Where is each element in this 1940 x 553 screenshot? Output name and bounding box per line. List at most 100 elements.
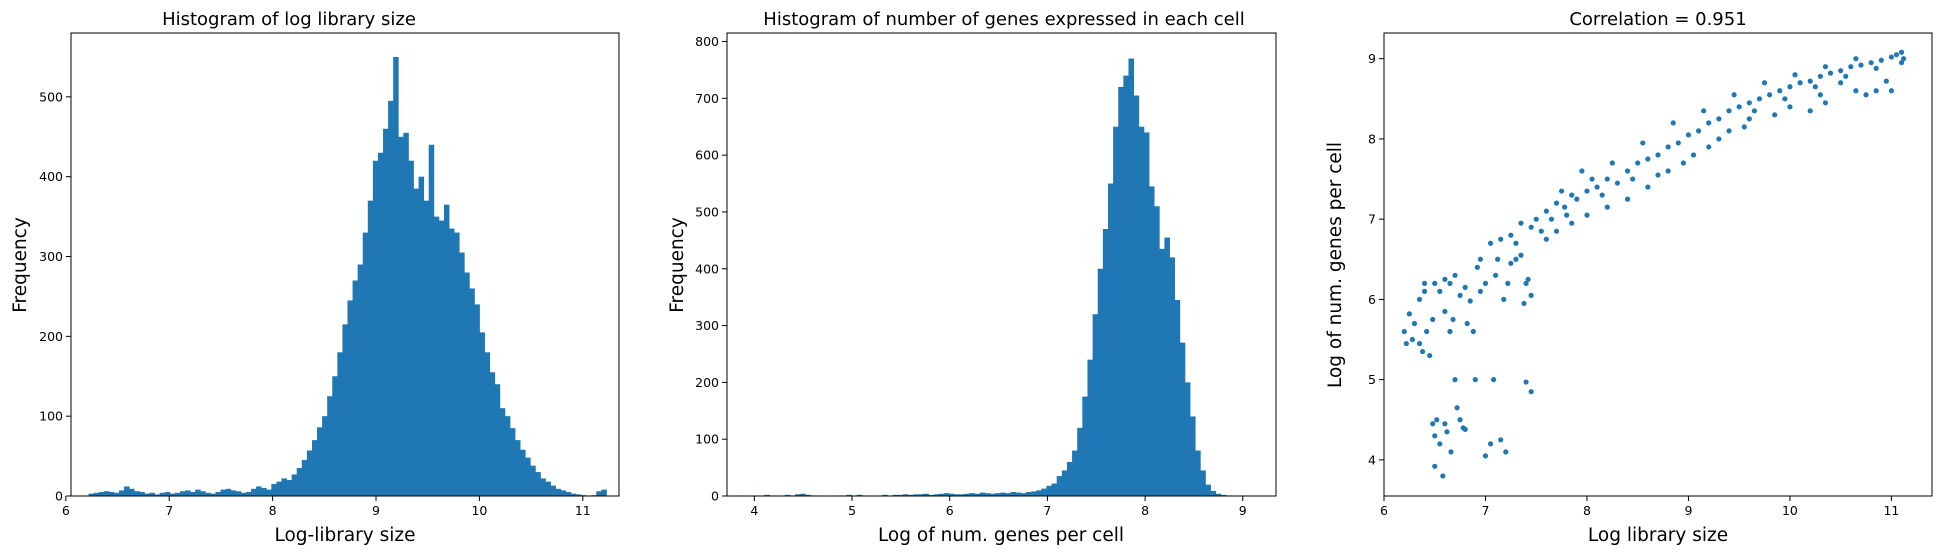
scatter-point [1731, 92, 1737, 98]
histogram-bar [408, 160, 414, 497]
histogram-bar [892, 494, 899, 496]
scatter-point [1706, 120, 1712, 126]
scatter-point [1406, 311, 1412, 317]
x-tick-label: 9 [372, 503, 380, 518]
histogram-bar [1174, 300, 1181, 496]
histogram-bar [154, 494, 161, 496]
histogram-bar [124, 486, 130, 496]
scatter-point [1538, 228, 1544, 234]
histogram-bar [388, 100, 394, 496]
histogram-bar [938, 493, 945, 496]
histogram-bar [540, 478, 546, 496]
scatter-point [1675, 140, 1681, 146]
x-tick-label: 8 [1583, 503, 1591, 518]
histogram-bar [169, 493, 176, 496]
scatter-point [1513, 256, 1519, 262]
histogram-bar [1179, 342, 1186, 496]
scatter-point [1609, 160, 1615, 166]
scatter-point [1893, 52, 1900, 58]
histogram-bar [902, 494, 909, 496]
scatter-point [1569, 192, 1575, 198]
histogram-bar [990, 493, 996, 496]
y-tick-label: 500 [695, 204, 719, 219]
y-tick-label: 7 [1368, 212, 1376, 227]
histogram-bar [1164, 237, 1170, 497]
histogram-bar [205, 492, 211, 496]
histogram-bar [393, 56, 399, 497]
scatter-point [1447, 280, 1453, 286]
y-tick-label: 100 [695, 432, 719, 447]
scatter-point [1421, 288, 1428, 294]
y-tick-label: 200 [39, 329, 63, 344]
histogram-bar [943, 493, 950, 496]
scatter-point [1716, 136, 1722, 142]
histogram-bar [1066, 461, 1073, 496]
histogram-bar [784, 494, 791, 496]
histogram-bar [144, 493, 150, 496]
x-axis-ticks: 4 5 6 7 8 9 [750, 496, 1247, 518]
histogram-bar [1010, 492, 1017, 496]
histogram-bar [1000, 492, 1006, 496]
histogram-bar [317, 427, 323, 496]
scatter-point [1491, 377, 1497, 383]
scatter-point [1518, 220, 1524, 226]
scatter-point [1442, 421, 1448, 427]
histogram-bar [984, 493, 991, 496]
histogram-bar [413, 188, 419, 496]
scatter-point [1599, 192, 1605, 198]
scatter-point [1498, 437, 1504, 443]
scatter-point [1432, 433, 1438, 439]
scatter-point [1594, 184, 1600, 190]
scatter-point [1444, 429, 1450, 435]
scatter-point [1898, 60, 1905, 66]
x-tick-label: 5 [848, 503, 856, 518]
histogram-bar [948, 493, 955, 496]
chart-title: Correlation = 0.951 [1569, 9, 1746, 30]
histogram-bar [139, 492, 145, 496]
x-tick-label: 7 [165, 503, 173, 518]
scatter-point [1523, 280, 1529, 286]
histogram-bar [190, 492, 196, 496]
histogram-bar [520, 449, 526, 496]
histogram-bar [1072, 450, 1078, 496]
y-tick-label: 0 [711, 489, 719, 504]
histogram-bar [1184, 382, 1191, 496]
histogram-bar [1205, 484, 1211, 496]
histogram-bar [322, 416, 328, 496]
scatter-point [1843, 73, 1849, 79]
histogram-bar [347, 300, 353, 496]
histogram-bar [974, 493, 981, 496]
histogram-bar [484, 352, 491, 496]
histogram-bar [1215, 493, 1222, 496]
histogram-bar [195, 489, 201, 496]
scatter-point [1624, 168, 1631, 174]
scatter-point [1558, 188, 1565, 194]
histogram-bar [995, 493, 1001, 496]
scatter-point [1501, 296, 1507, 303]
histogram-bar [185, 490, 191, 496]
scatter-point [1477, 256, 1484, 262]
histogram-bar [1118, 86, 1124, 496]
scatter-point [1873, 88, 1879, 94]
scatter-point [1543, 236, 1549, 242]
histogram-bar [372, 160, 379, 497]
histogram-bar [545, 481, 551, 496]
scatter-point [1614, 180, 1621, 186]
scatter-point [1498, 236, 1504, 242]
scatter-point [1450, 316, 1456, 323]
scatter-point [1482, 280, 1489, 286]
histogram-bar [489, 372, 496, 496]
histogram-bar [443, 204, 450, 496]
histogram-bar [1128, 58, 1135, 496]
histogram-bar [1154, 206, 1160, 496]
scatter-point [1756, 96, 1763, 102]
scatter-point [1493, 272, 1499, 278]
x-tick-label: 6 [1380, 503, 1388, 518]
histogram-bar [535, 472, 541, 496]
histogram-bar [1210, 490, 1217, 496]
scatter-point [1548, 216, 1555, 222]
histogram-bar [964, 493, 970, 496]
histogram-bar [515, 440, 521, 496]
y-tick-label: 500 [39, 89, 63, 104]
